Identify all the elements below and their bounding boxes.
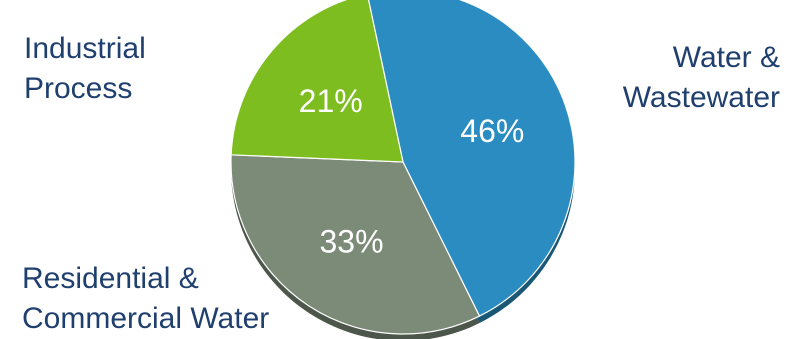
category-label-line: Residential &	[22, 262, 199, 295]
slice-category-label-industrial-process: Industrial Process	[24, 32, 146, 105]
pie-slice-residential-commercial-water	[230, 154, 481, 335]
pie-slices	[230, 0, 576, 335]
slice-category-label-residential-commercial-water: Residential & Commercial Water	[22, 262, 269, 335]
category-label-line: Commercial Water	[22, 302, 269, 335]
slice-category-label-water-wastewater: Water & Wastewater	[623, 41, 780, 114]
category-label-line: Process	[24, 72, 132, 105]
pie-slice-industrial-process	[230, 0, 404, 163]
category-label-line: Industrial	[24, 32, 146, 65]
slice-value-label-industrial-process: 21%	[299, 83, 363, 119]
slice-value-label-water-wastewater: 46%	[460, 113, 524, 149]
slice-value-label-residential-commercial-water: 33%	[319, 223, 383, 259]
category-label-line: Wastewater	[623, 81, 780, 114]
percent-labels: 46% 33% 21%	[299, 83, 525, 259]
category-labels: Water & Wastewater Residential & Commercial…	[22, 32, 780, 335]
pie-slice-water-wastewater	[367, 0, 576, 317]
category-label-line: Water &	[673, 41, 780, 74]
